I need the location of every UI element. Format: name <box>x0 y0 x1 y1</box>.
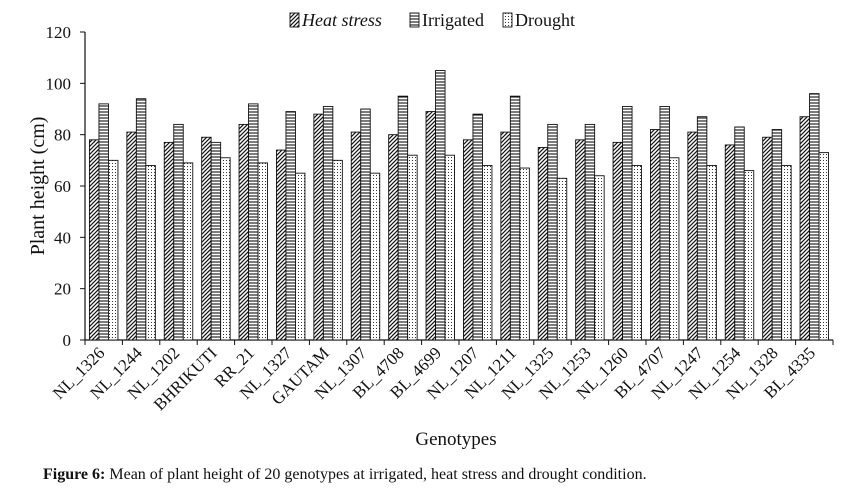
bar-irrigated-nl_1244 <box>135 98 147 341</box>
legend-label-heat-stress: Heat stress <box>301 10 382 30</box>
y-tick-label: 60 <box>54 177 71 196</box>
bar-heat-stress-nl_1244 <box>126 131 137 341</box>
bar-heat-stress-nl_1307 <box>350 131 362 341</box>
bar-heat-stress-bhrikuti <box>201 136 212 341</box>
legend-swatch-heat-stress <box>289 12 300 28</box>
bar-drought-bl_4707 <box>669 157 680 341</box>
bar-irrigated-bl_4335 <box>809 93 820 341</box>
bar-heat-stress-nl_1328 <box>762 136 773 341</box>
bar-drought-nl_1207 <box>482 165 493 341</box>
bar-irrigated-nl_1260 <box>622 105 633 341</box>
bar-irrigated-rr_21 <box>248 103 259 341</box>
y-axis-label: Plant height (cm) <box>27 117 49 256</box>
bar-drought-nl_1325 <box>556 177 568 341</box>
bar-irrigated-bl_4699 <box>435 70 446 341</box>
bar-irrigated-nl_1307 <box>360 108 371 341</box>
y-tick-label: 80 <box>54 126 71 145</box>
bar-irrigated-nl_1253 <box>584 123 596 341</box>
bar-drought-nl_1247 <box>706 165 717 341</box>
bar-heat-stress-nl_1253 <box>575 139 586 341</box>
bar-heat-stress-nl_1211 <box>500 131 511 341</box>
bars <box>88 70 829 341</box>
bar-heat-stress-bl_4708 <box>388 134 399 341</box>
figure-caption: Figure 6: Mean of plant height of 20 gen… <box>43 466 647 484</box>
figure-caption-text: Mean of plant height of 20 genotypes at … <box>105 466 647 483</box>
bar-drought-bl_4335 <box>818 152 829 341</box>
bar-irrigated-bl_4708 <box>397 95 409 341</box>
bar-irrigated-nl_1327 <box>285 111 296 341</box>
bar-heat-stress-nl_1260 <box>612 141 623 341</box>
legend-swatch-drought <box>502 12 513 28</box>
bar-drought-nl_1260 <box>631 165 642 341</box>
bar-drought-bl_4708 <box>407 154 418 341</box>
bar-heat-stress-nl_1247 <box>687 131 698 341</box>
bar-drought-nl_1307 <box>369 172 381 341</box>
bar-drought-gautam <box>332 159 343 341</box>
bar-drought-nl_1328 <box>781 165 792 341</box>
bar-heat-stress-bl_4335 <box>799 116 810 341</box>
legend-swatch-irrigated <box>409 12 420 28</box>
bar-irrigated-bl_4707 <box>659 105 670 341</box>
figure-caption-label: Figure 6: <box>43 466 106 483</box>
bar-irrigated-nl_1328 <box>771 129 783 341</box>
bar-irrigated-nl_1202 <box>173 123 184 341</box>
bar-irrigated-nl_1325 <box>547 123 558 341</box>
bar-drought-nl_1326 <box>107 159 119 341</box>
bar-heat-stress-nl_1254 <box>724 144 736 341</box>
bar-heat-stress-rr_21 <box>238 123 250 341</box>
bar-drought-nl_1327 <box>295 172 306 341</box>
bar-drought-nl_1254 <box>743 170 755 341</box>
bar-drought-nl_1202 <box>182 162 194 341</box>
y-tick-label: 0 <box>63 331 72 350</box>
bar-heat-stress-bl_4699 <box>425 111 436 341</box>
y-tick-label: 40 <box>54 228 71 247</box>
bar-irrigated-nl_1247 <box>696 116 708 341</box>
bar-heat-stress-gautam <box>313 113 324 341</box>
bar-irrigated-nl_1326 <box>98 103 109 341</box>
bar-drought-nl_1253 <box>594 175 605 341</box>
y-tick-label: 100 <box>46 74 72 93</box>
bar-heat-stress-nl_1202 <box>163 141 175 341</box>
legend-label-irrigated: Irrigated <box>422 10 484 30</box>
bar-heat-stress-nl_1325 <box>537 147 549 341</box>
legend-label-drought: Drought <box>515 10 575 30</box>
x-axis-label: Genotypes <box>415 429 496 450</box>
bar-heat-stress-bl_4707 <box>650 129 661 341</box>
bar-irrigated-nl_1211 <box>509 95 521 341</box>
bar-drought-rr_21 <box>257 162 268 341</box>
bar-heat-stress-nl_1327 <box>276 149 287 341</box>
bar-irrigated-bhrikuti <box>210 141 222 341</box>
y-tick-label: 120 <box>46 23 72 42</box>
bar-drought-bl_4699 <box>444 154 455 341</box>
bar-drought-nl_1211 <box>519 167 530 341</box>
bar-heat-stress-nl_1326 <box>88 139 100 341</box>
legend: Heat stress Irrigated Drought <box>289 10 575 30</box>
bar-irrigated-gautam <box>322 105 334 341</box>
bar-irrigated-nl_1254 <box>734 126 745 341</box>
bar-drought-bhrikuti <box>220 157 231 341</box>
y-tick-label: 20 <box>54 280 71 299</box>
bar-drought-nl_1244 <box>145 165 156 341</box>
bar-irrigated-nl_1207 <box>472 113 483 341</box>
bar-heat-stress-nl_1207 <box>463 139 474 341</box>
